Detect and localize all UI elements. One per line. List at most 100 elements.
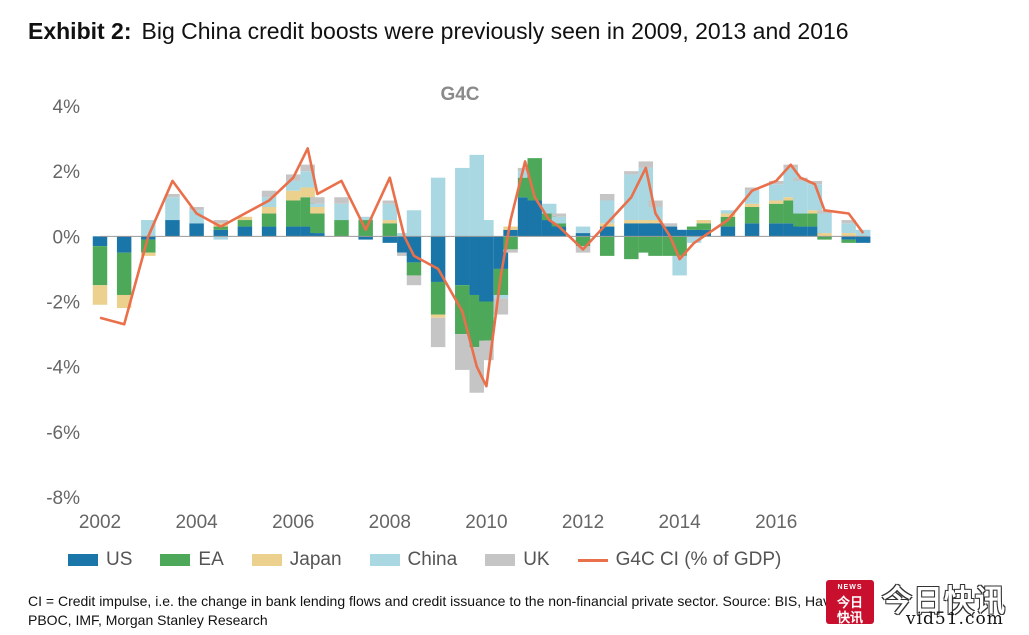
bar-us [855, 236, 871, 243]
bar-china [285, 180, 301, 191]
bar-us [165, 220, 180, 237]
bar-japan [237, 216, 253, 221]
bar-china [382, 203, 398, 221]
bar-uk [662, 223, 678, 227]
bar-ea [551, 223, 567, 227]
x-tick-label: 2012 [562, 512, 604, 533]
bar-us [213, 229, 228, 237]
bar-us [527, 200, 542, 237]
bar-china [768, 184, 784, 201]
bar-japan [696, 220, 712, 224]
footnote-line-1: CI = Credit impulse, i.e. the change in … [28, 593, 846, 609]
x-tick-label: 2008 [369, 512, 411, 533]
bar-uk [638, 161, 654, 168]
bar-ea [479, 301, 494, 341]
bar-china [841, 223, 856, 234]
legend-swatch [369, 554, 400, 566]
bar-us [116, 236, 132, 253]
legend: US EA Japan China UK G4C CI (% of GDP) [68, 549, 809, 571]
bar-china [455, 167, 470, 237]
legend-label: US [106, 549, 133, 570]
bar-us [624, 223, 639, 237]
bar-china [686, 236, 702, 243]
bar-uk [599, 193, 615, 201]
y-tick-label: -4% [46, 358, 80, 379]
y-tick-label: -8% [46, 488, 80, 509]
bar-china [300, 171, 315, 188]
bar-us [382, 236, 398, 243]
bar-uk [744, 187, 760, 191]
bar-uk [551, 213, 567, 217]
footnote-line-2: PBOC, IMF, Morgan Stanley Research [28, 612, 268, 628]
bar-uk [382, 200, 398, 204]
bar-japan [624, 220, 639, 224]
watermark-badge-top: 今日 [836, 594, 863, 610]
bar-china [720, 210, 736, 214]
bar-ea [261, 213, 277, 227]
x-tick-label: 2016 [755, 512, 797, 533]
watermark-badge-small: NEWS [837, 583, 863, 591]
bar-us [793, 226, 808, 237]
bar-us [189, 223, 204, 237]
bar-us [648, 223, 663, 237]
bar-us [686, 229, 702, 237]
bar-japan [116, 294, 132, 309]
legend-item: G4C CI (% of GDP) [577, 549, 781, 571]
x-tick-label: 2004 [175, 512, 218, 533]
bar-ea [334, 220, 349, 237]
bar-ea [92, 246, 108, 286]
bar-japan [382, 220, 398, 224]
bar-us [310, 233, 325, 237]
bar-uk [406, 275, 422, 286]
bar-ea [648, 236, 663, 256]
legend-swatch [577, 558, 608, 562]
bar-uk [503, 249, 518, 253]
bar-uk [768, 180, 784, 185]
bar-us [599, 226, 615, 237]
bar-japan [300, 187, 315, 198]
bar-japan [638, 220, 654, 224]
bar-uk [793, 177, 808, 181]
x-tick-label: 2010 [465, 512, 507, 533]
bar-us [92, 236, 108, 247]
bar-us [807, 226, 823, 237]
bar-ea [817, 236, 832, 240]
legend-item: UK [485, 549, 550, 571]
bar-us [575, 233, 591, 237]
bar-ea [686, 226, 702, 230]
bar-japan [430, 314, 446, 318]
watermark-badge: NEWS 今日 快讯 [826, 580, 874, 625]
legend-item: EA [160, 549, 224, 571]
watermark-badge-bottom: 快讯 [836, 609, 863, 625]
bar-china [189, 210, 204, 224]
bar-us [841, 236, 856, 240]
bar-ea [527, 158, 542, 201]
bar-ea [599, 236, 615, 256]
bar-us [696, 229, 712, 237]
bar-uk [430, 317, 446, 348]
bar-ea [696, 223, 712, 230]
bar-us [406, 236, 422, 263]
bar-ea [575, 236, 591, 247]
legend-label: EA [198, 549, 224, 570]
bar-uk [310, 197, 325, 204]
footnote: CI = Credit impulse, i.e. the change in … [28, 592, 988, 630]
bar-uk [841, 220, 856, 224]
bar-china [310, 203, 325, 208]
bar-us [358, 236, 373, 240]
bar-uk [624, 171, 639, 175]
exhibit-title: Exhibit 2: Big China credit boosts were p… [28, 18, 849, 45]
bar-us [768, 223, 784, 237]
bar-japan [310, 207, 325, 214]
chart: G4C 4%2%0%-2%-4%-6%-8% 2002 2004 2006 2008 2… [46, 84, 871, 533]
x-tick-label: 2002 [79, 512, 121, 533]
y-tick-label: 0% [53, 227, 81, 248]
bar-japan [92, 285, 108, 305]
bar-china [672, 255, 687, 276]
bar-us [720, 226, 736, 237]
bar-uk [261, 190, 277, 198]
bar-japan [285, 190, 301, 201]
bar-ea [406, 262, 422, 276]
bar-uk [189, 207, 204, 211]
bar-ea [285, 200, 301, 227]
